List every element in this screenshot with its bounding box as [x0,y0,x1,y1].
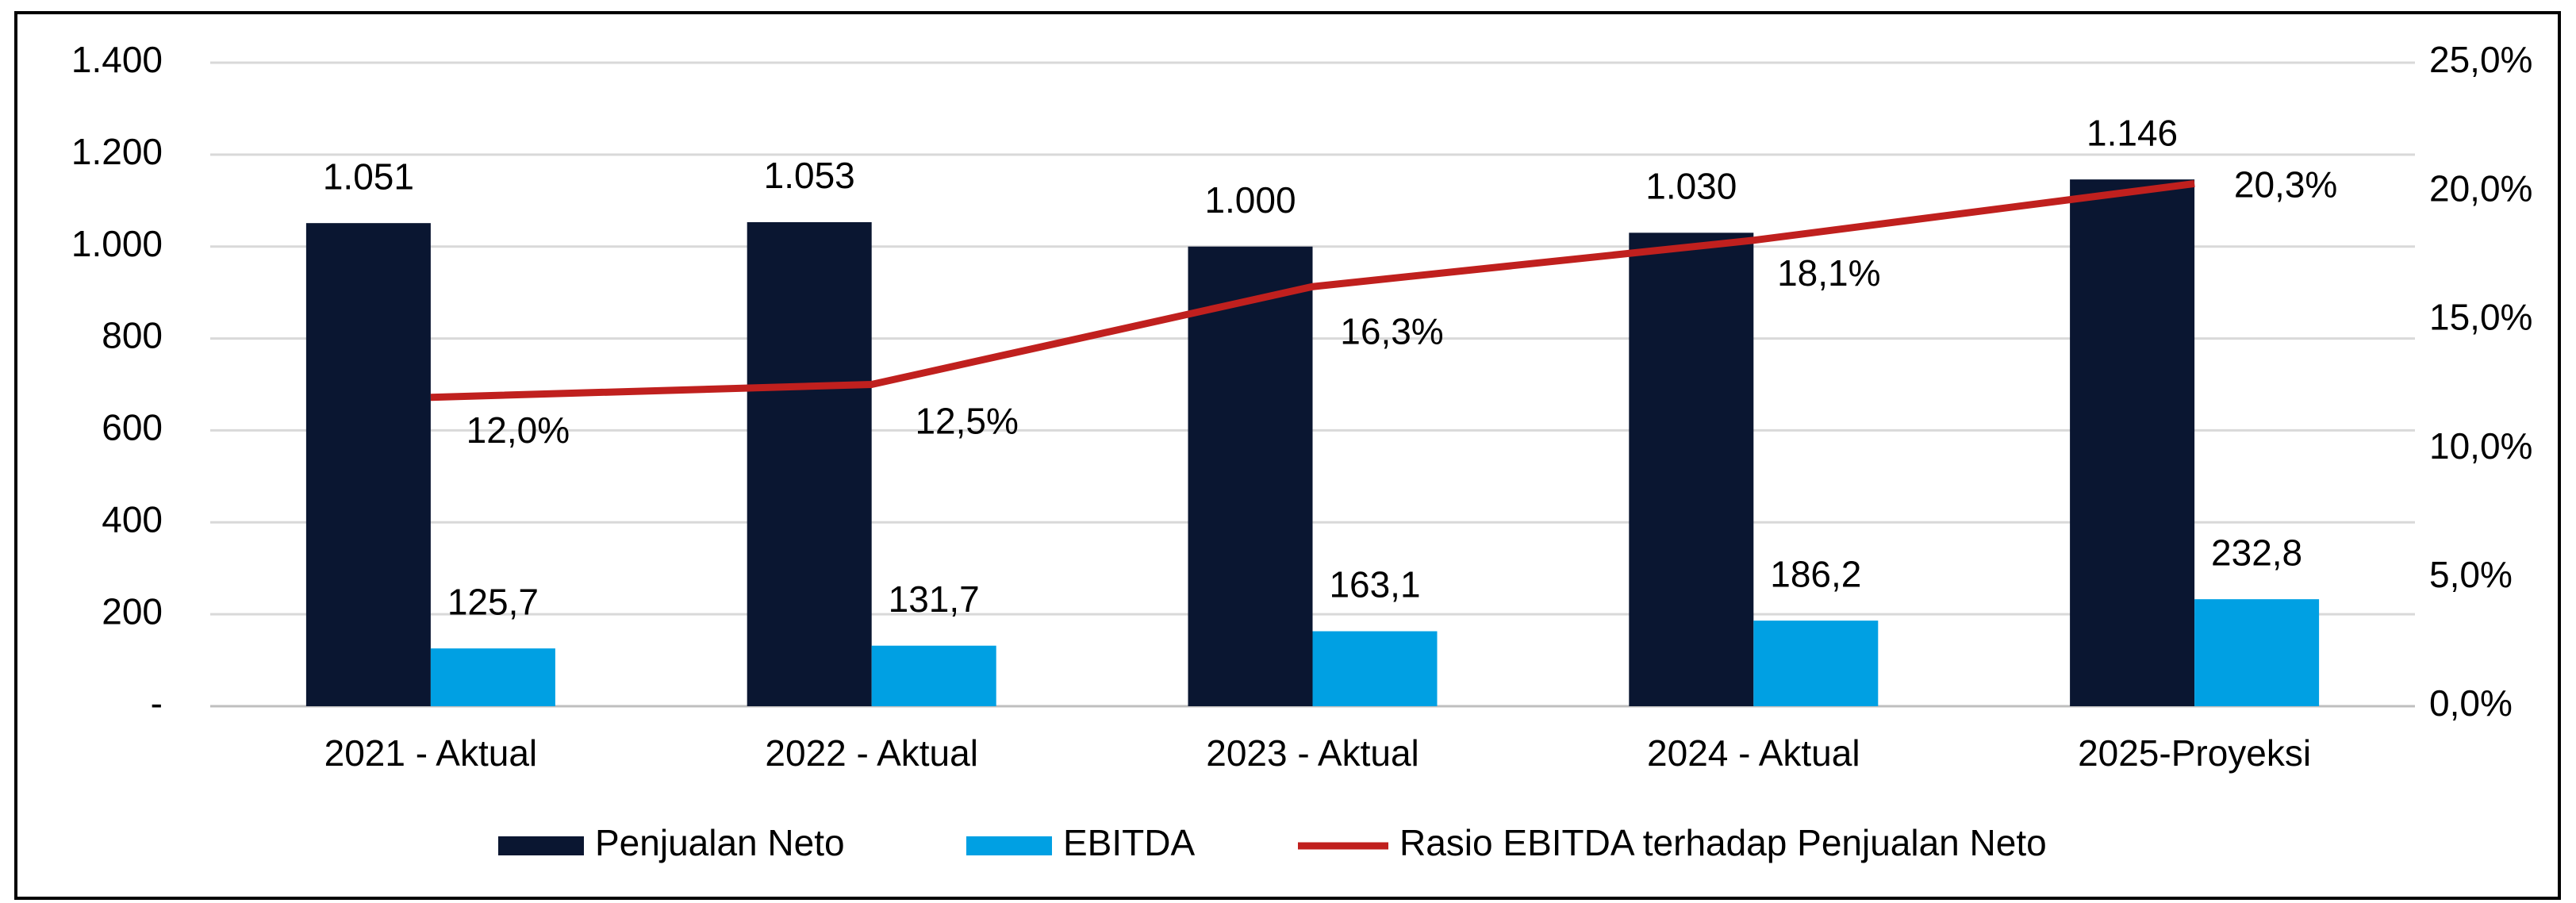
y2-tick-label: 20,0% [2429,167,2532,209]
y-tick-label: 1.000 [71,223,163,264]
y2-tick-label: 10,0% [2429,425,2532,467]
bar [305,223,431,706]
bar-value-label: 1.030 [1645,165,1737,206]
bar [430,648,555,706]
bar-value-label: 1.146 [2087,112,2178,153]
y-tick-label: 1.400 [71,39,163,80]
bar-value-label: 1.053 [764,155,855,196]
x-tick-label: 2023 - Aktual [1206,732,1419,774]
x-tick-label: 2025-Proyeksi [2078,732,2311,774]
bar [871,645,996,706]
bar-value-label: 1.000 [1204,179,1296,221]
line-value-label: 12,5% [915,401,1018,442]
bar-value-label: 1.051 [323,156,414,197]
bar [1753,621,1879,706]
line-value-label: 20,3% [2234,164,2337,206]
y-tick-label: 1.200 [71,131,163,172]
y-tick-label: 400 [102,498,163,540]
line-value-label: 18,1% [1777,252,1880,294]
legend-swatch [498,836,584,855]
line-value-label: 12,0% [466,409,570,451]
ratio-line [430,180,2195,402]
y-tick-label: - [151,682,163,724]
legend-label: Penjualan Neto [595,822,845,863]
y2-tick-label: 25,0% [2429,39,2532,80]
bar [1629,232,1754,707]
legend-swatch [966,836,1052,855]
y2-tick-label: 0,0% [2429,682,2513,724]
bar-value-label: 163,1 [1329,564,1420,605]
bar [747,222,872,706]
x-tick-label: 2021 - Aktual [324,732,538,774]
bar-value-label: 125,7 [447,581,539,622]
y2-tick-label: 15,0% [2429,297,2532,338]
bar-value-label: 186,2 [1770,553,1861,594]
y-tick-label: 200 [102,590,163,632]
x-tick-label: 2022 - Aktual [765,732,978,774]
bar [2070,179,2195,707]
x-tick-label: 2024 - Aktual [1647,732,1860,774]
y-tick-label: 800 [102,315,163,356]
bar [1312,631,1438,706]
line-value-label: 16,3% [1340,310,1443,352]
bar [2194,599,2320,706]
legend-label: EBITDA [1063,822,1195,863]
y2-tick-label: 5,0% [2429,554,2513,595]
legend-label: Rasio EBITDA terhadap Penjualan Neto [1399,822,2047,863]
bar [1188,246,1313,706]
bar-value-label: 232,8 [2211,532,2302,573]
y-tick-label: 600 [102,407,163,448]
bar-value-label: 131,7 [889,578,980,620]
